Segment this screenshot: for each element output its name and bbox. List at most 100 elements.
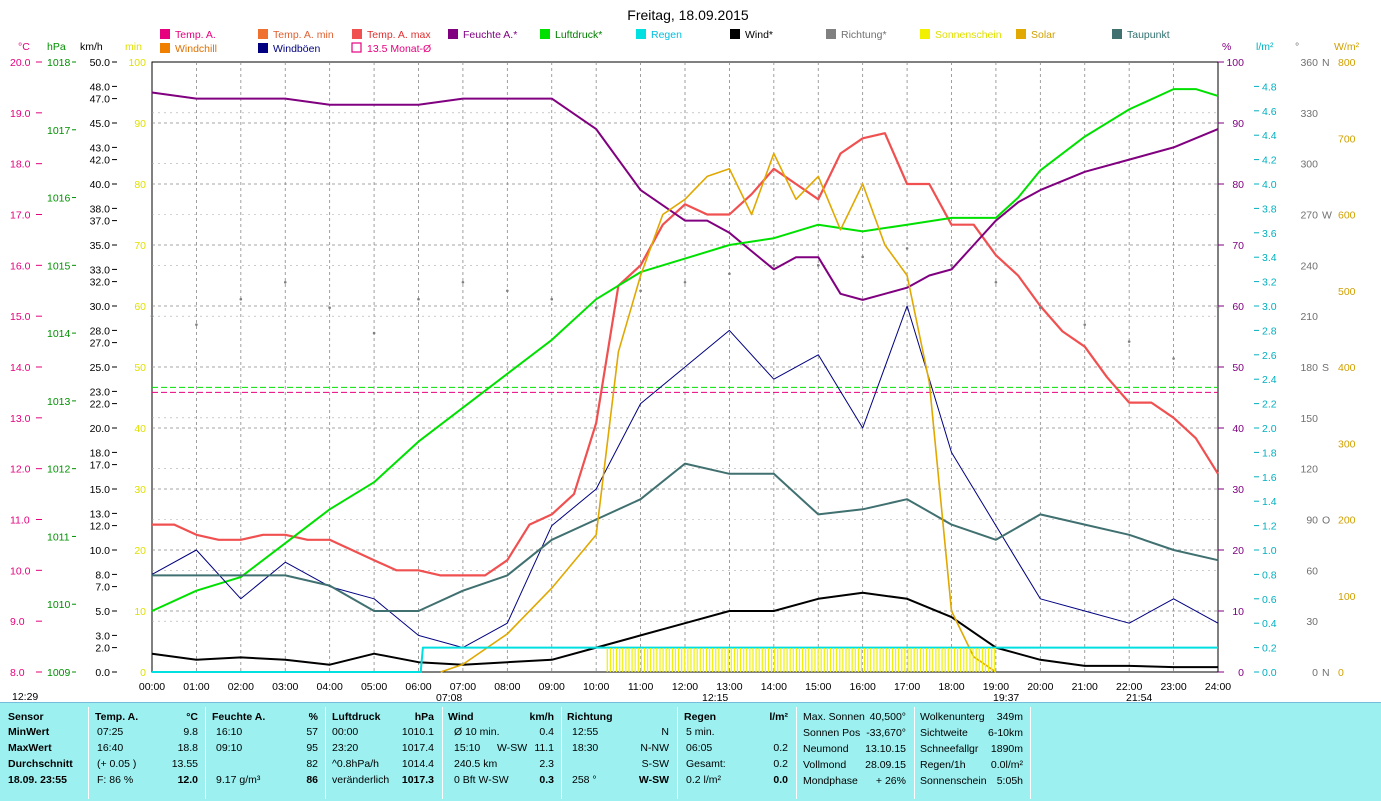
series-wind <box>151 591 1218 669</box>
grid <box>151 61 1219 673</box>
rain-tick-label: 1.4 <box>1262 496 1277 508</box>
summary-cell: Luftdruck <box>332 711 381 723</box>
summary-cell: Ø 10 min. <box>454 726 500 738</box>
legend-swatch <box>160 43 170 53</box>
summary-cell: 6-10km <box>987 727 1023 739</box>
wind-tick-label: 8.0 <box>95 569 110 581</box>
wind-tick-label: 3.0 <box>95 630 110 642</box>
wind-tick-label: 10.0 <box>90 545 111 557</box>
legend-swatch <box>448 29 458 39</box>
wind-axis-header: km/h <box>80 41 103 53</box>
humidity-tick-label: 0 <box>1238 667 1244 679</box>
summary-separator <box>88 707 89 799</box>
pressure-tick-label: 1011 <box>47 531 70 543</box>
legend-label: Solar <box>1031 29 1056 41</box>
direction-point <box>372 331 376 335</box>
rain-tick-label: 4.6 <box>1262 106 1277 118</box>
min-tick-label: 0 <box>140 667 146 679</box>
direction-tick-label: 30 <box>1306 616 1318 628</box>
sun-mark-left: 12:29 <box>12 691 38 702</box>
summary-cell: veränderlich <box>332 774 390 786</box>
direction-point <box>417 297 420 301</box>
legend-label: Taupunkt <box>1127 29 1170 41</box>
wind-tick-label: 7.0 <box>95 582 110 594</box>
series-regen <box>152 646 1218 673</box>
series-solar <box>440 152 997 673</box>
summary-cell: 18.8 <box>177 742 198 754</box>
legend-label: Temp. A. max <box>367 29 431 41</box>
summary-cell: 00:00 <box>332 726 359 738</box>
rain-tick-label: 2.6 <box>1262 350 1277 362</box>
legend-swatch <box>920 29 930 39</box>
direction-tick-label: 90 <box>1306 515 1318 527</box>
time-tick-label: 00:00 <box>139 681 165 693</box>
summary-cell: W-SW <box>638 774 669 786</box>
direction-tick-label: 300 <box>1300 159 1318 171</box>
direction-point <box>195 323 198 326</box>
wind-tick-label: 2.0 <box>95 643 110 655</box>
summary-cell: 07:25 <box>97 726 124 738</box>
legend-item: Luftdruck* <box>540 29 602 41</box>
temp-tick-label: 10.0 <box>10 565 31 577</box>
direction-point <box>594 306 598 309</box>
time-tick-label: 11:00 <box>628 681 654 693</box>
sun-marks: 12:29 07:08 12:15 19:37 21:54 <box>12 691 1152 702</box>
time-tick-label: 20:00 <box>1027 681 1053 693</box>
legend-item: Windböen <box>258 43 320 55</box>
summary-cell: l/m² <box>769 711 788 723</box>
series-luftdruck <box>151 88 1219 612</box>
rain-tick-label: 1.2 <box>1262 521 1277 533</box>
time-tick-label: 08:00 <box>494 681 520 693</box>
summary-cell: Wolkenunterg <box>920 711 985 723</box>
humidity-tick-label: 90 <box>1232 118 1244 130</box>
pressure-tick-label: 1015 <box>47 260 71 272</box>
legend-swatch <box>1016 29 1026 39</box>
time-tick-label: 24:00 <box>1205 681 1231 693</box>
summary-cell: 0.2 <box>773 742 788 754</box>
min-axis-header: min <box>125 41 142 53</box>
summary-cell: 11.1 <box>534 742 554 754</box>
summary-cell: Feuchte A. <box>212 711 266 723</box>
summary-cell: 28.09.15 <box>865 759 906 771</box>
direction-point <box>1172 357 1175 360</box>
humidity-tick-label: 30 <box>1232 484 1244 496</box>
summary-cell: 349m <box>996 711 1023 723</box>
pressure-tick-label: 1013 <box>47 396 71 408</box>
summary-cell: 0.0 <box>773 774 788 786</box>
legend-label: Sonnenschein <box>935 29 1002 41</box>
solar-axis-header: W/m² <box>1334 41 1360 53</box>
direction-point <box>506 289 509 293</box>
direction-point <box>1083 323 1087 326</box>
pressure-tick-label: 1017 <box>47 125 71 137</box>
solar-tick-label: 100 <box>1338 591 1356 603</box>
direction-point <box>994 280 998 284</box>
summary-cell: Regen <box>684 711 717 723</box>
temp-tick-label: 14.0 <box>10 362 31 374</box>
wind-tick-label: 37.0 <box>90 216 111 228</box>
summary-cell: 57 <box>306 726 318 738</box>
time-tick-label: 05:00 <box>361 681 387 693</box>
summary-cell: N-NW <box>640 742 669 754</box>
wind-tick-label: 27.0 <box>90 338 111 350</box>
summary-cell: Temp. A. <box>95 711 139 723</box>
summary-cell: Schneefallgr <box>920 743 979 755</box>
wind-tick-label: 45.0 <box>90 118 111 130</box>
rain-tick-label: 0.6 <box>1262 594 1277 606</box>
wind-tick-label: 32.0 <box>90 277 111 289</box>
rain-tick-label: 4.8 <box>1262 81 1277 93</box>
legend-item: Feuchte A.* <box>448 29 517 41</box>
solar-tick-label: 700 <box>1338 133 1356 145</box>
series-sonnenschein <box>606 648 996 672</box>
direction-point <box>905 247 909 250</box>
legend-label: Luftdruck* <box>555 29 602 41</box>
summary-cell: Sichtweite <box>920 727 968 739</box>
wind-tick-label: 50.0 <box>90 57 111 69</box>
solar-tick-label: 0 <box>1338 667 1344 679</box>
pressure-tick-label: 1014 <box>47 328 71 340</box>
legend-swatch <box>351 42 362 53</box>
humidity-tick-label: 60 <box>1232 301 1244 313</box>
wind-tick-label: 5.0 <box>95 606 110 618</box>
pressure-tick-label: 1010 <box>47 599 71 611</box>
summary-cell: 5 min. <box>686 726 715 738</box>
legend-item: Solar <box>1016 29 1056 41</box>
